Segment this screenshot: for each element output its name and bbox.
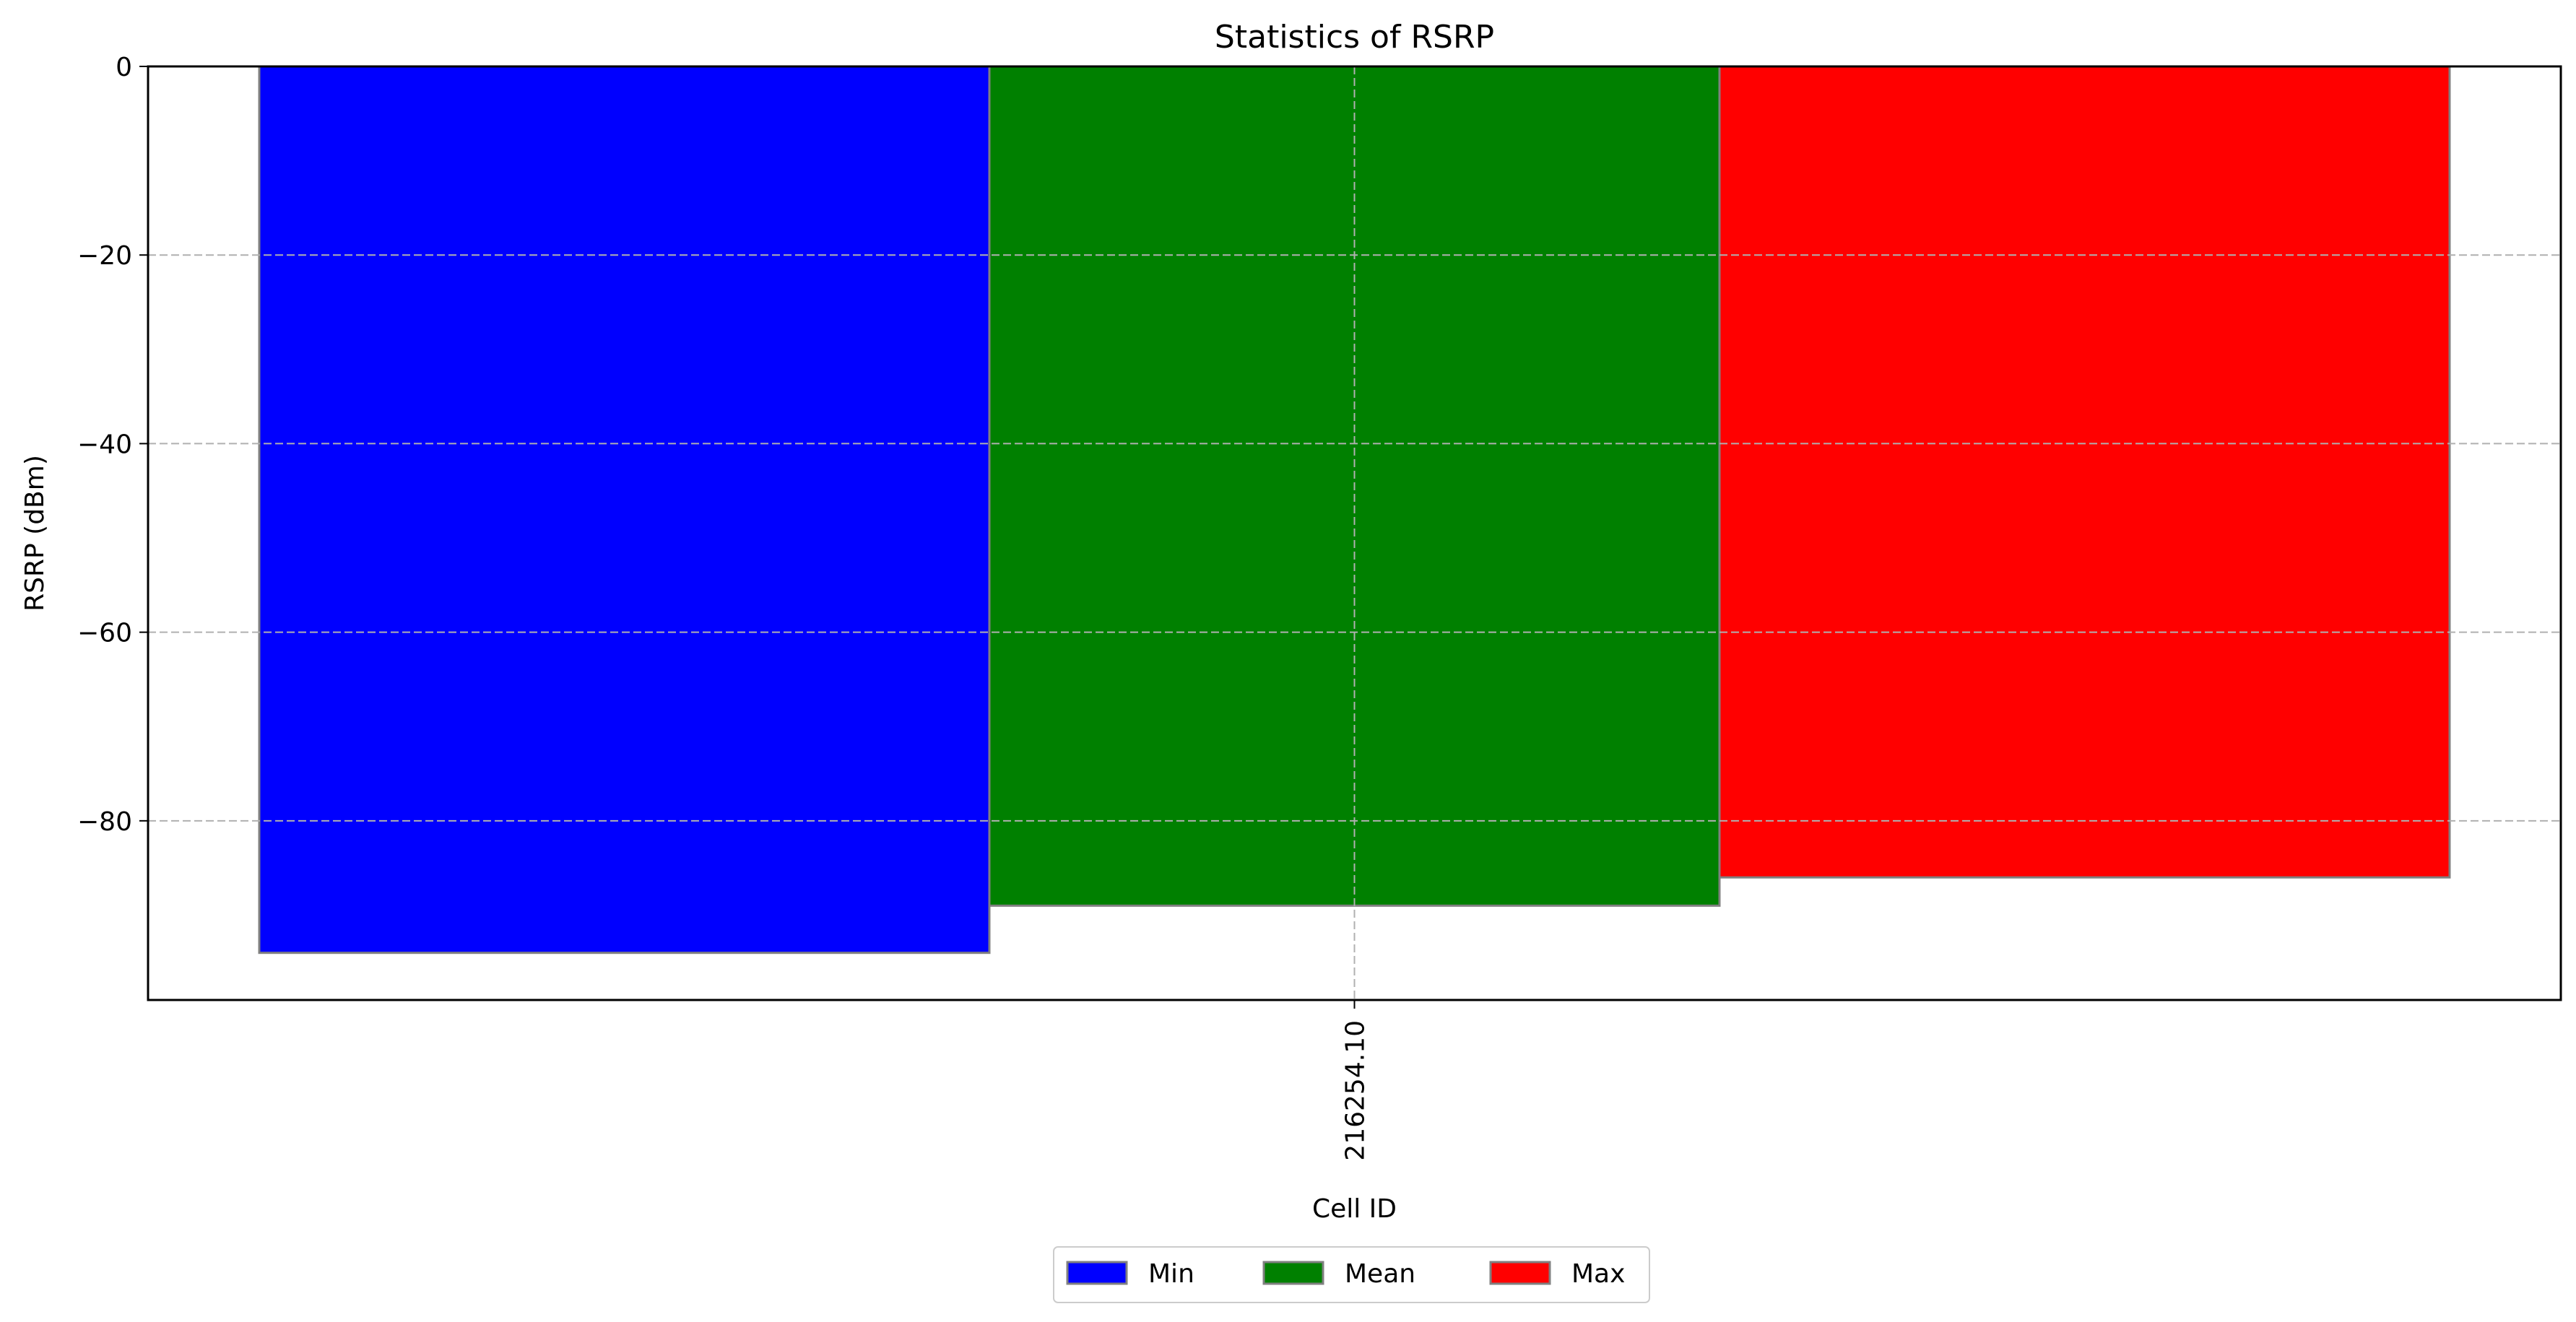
chart-title: Statistics of RSRP bbox=[1215, 19, 1494, 56]
plot-area: 216254.10 0 −20 −40 −60 −80 bbox=[77, 53, 2562, 1161]
legend-label-min: Min bbox=[1148, 1259, 1194, 1289]
bar-min-0 bbox=[258, 65, 991, 954]
y-tick-label-2: −40 bbox=[77, 430, 132, 459]
legend: Min Mean Max bbox=[1053, 1246, 1650, 1303]
y-axis-label: RSRP (dBm) bbox=[20, 455, 50, 612]
legend-swatch-max bbox=[1489, 1261, 1551, 1285]
x-tick-label-0: 216254.10 bbox=[1341, 1020, 1371, 1161]
legend-box bbox=[1053, 1246, 1650, 1303]
y-tick-label-3: −60 bbox=[77, 619, 132, 648]
plot-frame bbox=[147, 65, 2562, 1001]
bar-max-0 bbox=[1718, 65, 2451, 879]
legend-swatch-mean bbox=[1262, 1261, 1324, 1285]
legend-label-mean: Mean bbox=[1345, 1259, 1415, 1289]
x-axis-label: Cell ID bbox=[1312, 1194, 1397, 1224]
y-tick-label-0: 0 bbox=[116, 53, 132, 82]
legend-swatch-min bbox=[1066, 1261, 1128, 1285]
y-tick-label-4: −80 bbox=[77, 807, 132, 837]
y-tick-label-1: −20 bbox=[77, 241, 132, 271]
legend-label-max: Max bbox=[1571, 1259, 1625, 1289]
